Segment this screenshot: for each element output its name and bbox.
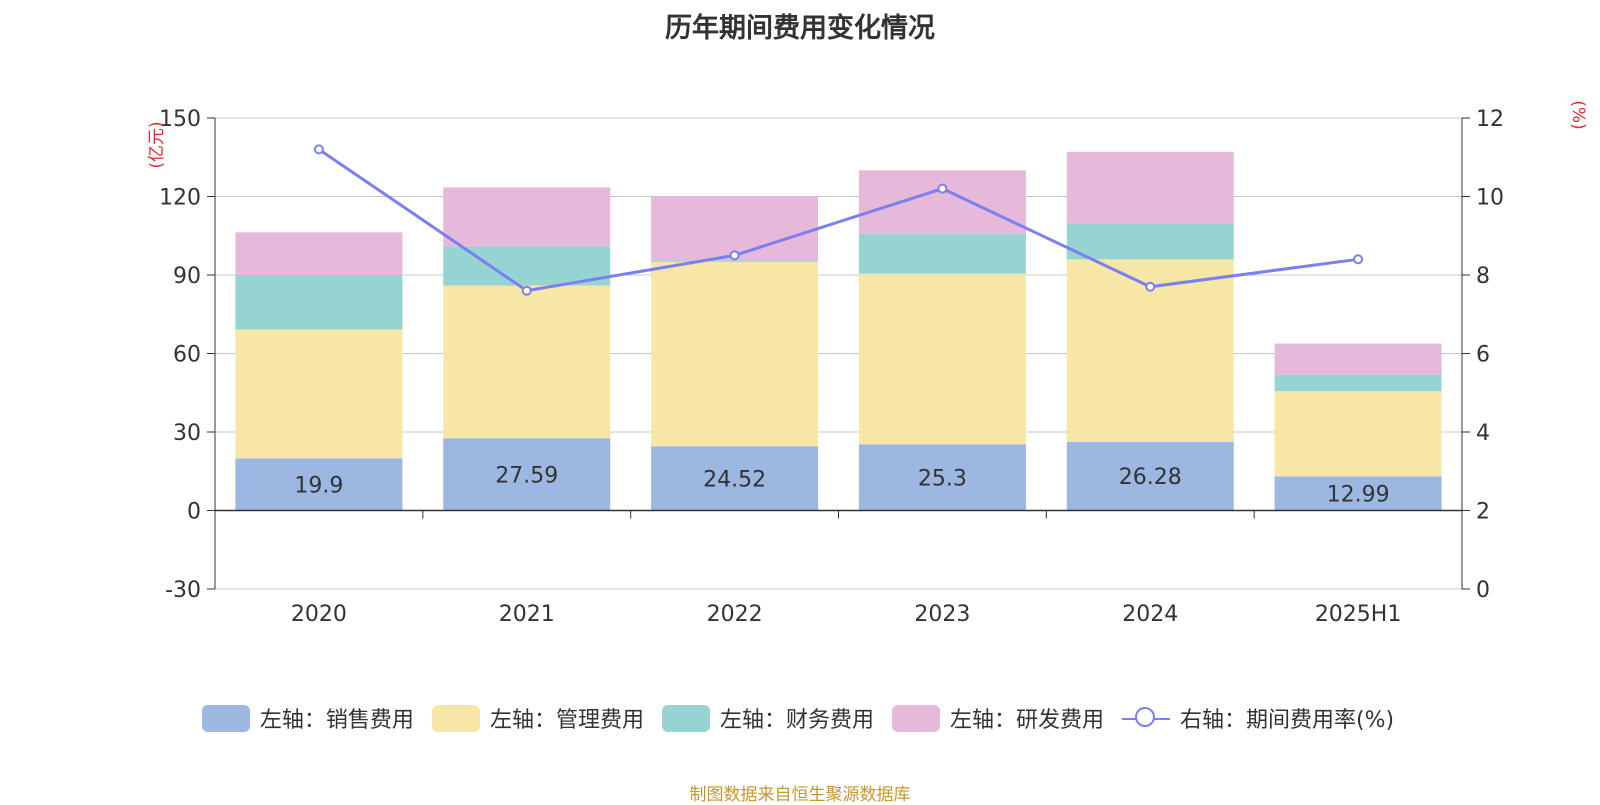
legend-swatch-rate [1121, 705, 1170, 732]
chart-title: 历年期间费用变化情况 [665, 13, 935, 44]
legend-label-rate: 右轴：期间费用率(%) [1179, 708, 1395, 733]
bar-data-label: 25.3 [918, 466, 967, 491]
rate-line [313, 144, 1364, 296]
legend-label-sales: 左轴：销售费用 [259, 708, 414, 733]
bar-finance [1066, 223, 1234, 260]
legend-item-sales[interactable]: 左轴：销售费用 [201, 702, 414, 734]
rate-point [521, 285, 532, 296]
legend-label-rnd: 左轴：研发费用 [949, 708, 1104, 733]
x-axis-tick-label: 2021 [499, 602, 555, 627]
axes: -30 0 30 60 90 120 150 0 2 4 6 8 10 12 2020 2021 2022 202… [159, 107, 1504, 627]
rate-point [729, 250, 740, 261]
bar-sales [1066, 441, 1234, 511]
bar-rnd [1066, 151, 1234, 224]
bar-admin [1274, 391, 1442, 477]
x-axis-tick-label: 2022 [707, 602, 763, 627]
right-axis-tick-label: 6 [1476, 343, 1490, 368]
rate-point [313, 144, 324, 155]
left-axis-unit: (亿元) [147, 121, 167, 168]
bar-finance [651, 260, 819, 262]
legend-item-finance[interactable]: 左轴：财务费用 [661, 702, 874, 734]
bars [235, 151, 1442, 511]
right-axis-tick-label: 4 [1476, 421, 1490, 446]
bar-rnd [235, 232, 403, 275]
left-axis-tick-label: 120 [159, 186, 201, 211]
legend-label-admin: 左轴：管理费用 [489, 708, 644, 733]
right-axis-unit: (%) [1568, 100, 1588, 129]
bar-admin [651, 261, 819, 447]
left-axis-tick-label: 150 [159, 107, 201, 132]
legend-item-rate[interactable]: 右轴：期间费用率(%) [1121, 702, 1395, 734]
bar-admin [443, 285, 611, 439]
bar-sales [651, 446, 819, 511]
legend-swatch-rnd [891, 704, 940, 732]
x-axis-tick-label: 2023 [914, 602, 970, 627]
bar-data-labels: 19.9 27.59 24.52 25.3 26.28 12.99 [294, 463, 1389, 507]
bar-data-label: 19.9 [294, 473, 343, 498]
bar-rnd [443, 187, 611, 247]
right-axis-tick-label: 0 [1476, 578, 1490, 603]
legend-swatch-admin [431, 704, 480, 732]
rate-line-path [318, 148, 1359, 293]
bar-data-label: 12.99 [1327, 483, 1390, 508]
bar-finance [235, 275, 403, 330]
bar-finance [1274, 374, 1442, 392]
left-axis-tick-label: 30 [173, 421, 201, 446]
legend-item-rnd[interactable]: 左轴：研发费用 [891, 702, 1104, 734]
legend-swatch-sales [201, 704, 250, 732]
source-note: 制图数据来自恒生聚源数据库 [689, 785, 911, 805]
rate-point [1145, 281, 1156, 292]
x-axis-tick-label: 2025H1 [1315, 602, 1402, 627]
bar-data-label: 24.52 [703, 467, 766, 492]
legend-label-finance: 左轴：财务费用 [719, 708, 874, 733]
bar-rnd [858, 170, 1026, 234]
right-axis-tick-label: 10 [1476, 186, 1504, 211]
bar-admin [235, 329, 403, 459]
legend-item-admin[interactable]: 左轴：管理费用 [431, 702, 644, 734]
x-axis-tick-label: 2020 [291, 602, 347, 627]
left-axis-tick-label: 90 [173, 264, 201, 289]
bar-data-label: 27.59 [495, 463, 558, 488]
bar-sales [235, 458, 403, 511]
right-axis-tick-label: 8 [1476, 264, 1490, 289]
bar-sales [858, 444, 1026, 511]
legend-swatch-finance [661, 704, 710, 732]
right-axis-tick-label: 2 [1476, 500, 1490, 525]
left-axis-tick-label: -30 [165, 578, 201, 603]
bar-rnd [1274, 343, 1442, 375]
left-axis-tick-label: 60 [173, 343, 201, 368]
x-axis-tick-label: 2024 [1122, 602, 1178, 627]
bar-rnd [651, 196, 819, 261]
bar-sales [443, 438, 611, 511]
bar-finance [858, 233, 1026, 274]
rate-point [937, 183, 948, 194]
left-axis-tick-label: 0 [187, 500, 201, 525]
legend: 左轴：销售费用 左轴：管理费用 左轴：财务费用 左轴：研发费用 右轴：期间费用率… [0, 702, 1600, 734]
right-axis-tick-label: 12 [1476, 107, 1504, 132]
rate-point [1353, 254, 1364, 265]
bar-data-label: 26.28 [1119, 465, 1182, 490]
bar-admin [858, 273, 1026, 445]
bar-sales [1274, 476, 1442, 511]
